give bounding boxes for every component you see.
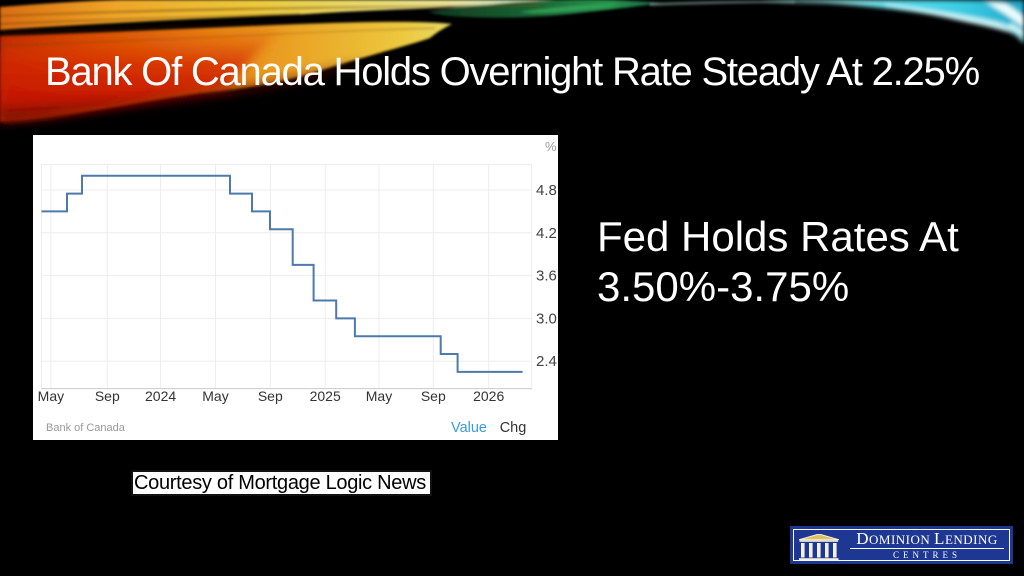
svg-text:Value: Value [451, 420, 487, 436]
svg-text:%: % [545, 139, 557, 154]
svg-text:4.2: 4.2 [536, 225, 557, 242]
svg-text:May: May [366, 388, 392, 404]
svg-text:2024: 2024 [145, 388, 176, 404]
svg-text:Bank of Canada: Bank of Canada [46, 422, 126, 434]
svg-text:May: May [38, 388, 64, 404]
svg-text:2025: 2025 [310, 388, 341, 404]
svg-text:4.8: 4.8 [536, 182, 557, 199]
svg-text:2.4: 2.4 [536, 353, 557, 370]
svg-text:3.0: 3.0 [536, 310, 557, 327]
svg-text:2026: 2026 [473, 388, 504, 404]
svg-text:3.6: 3.6 [536, 268, 557, 285]
svg-text:Sep: Sep [95, 388, 120, 404]
svg-text:May: May [202, 388, 228, 404]
svg-text:Chg: Chg [500, 420, 527, 436]
svg-text:Sep: Sep [421, 388, 446, 404]
svg-text:Sep: Sep [258, 388, 283, 404]
